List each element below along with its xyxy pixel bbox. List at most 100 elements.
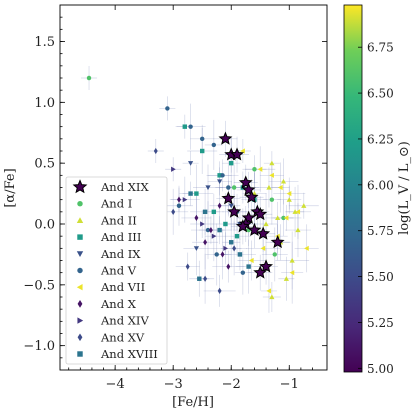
point-and-ii (292, 209, 298, 214)
point-and-xv (171, 208, 176, 215)
point-and-vii (277, 184, 283, 191)
y-axis-label: [α/Fe] (3, 168, 18, 207)
point-and-xviii (229, 240, 234, 245)
point-and-x (217, 202, 222, 209)
point-and-v (214, 252, 219, 257)
legend-marker-and-i (77, 200, 83, 207)
legend-label: And V (100, 264, 137, 278)
x-tick-label: −1 (280, 377, 299, 392)
y-tick-label: −1.0 (23, 339, 55, 354)
y-tick-label: 0.5 (34, 157, 55, 172)
point-and-xix (235, 219, 250, 233)
colorbar-tick-label: 5.25 (367, 316, 394, 330)
point-and-xix (253, 206, 268, 221)
point-and-i (281, 215, 286, 221)
point-and-x (203, 239, 208, 246)
point-and-v (165, 106, 170, 111)
point-and-iii (182, 124, 188, 129)
legend-label: And II (100, 213, 137, 227)
point-and-vii (304, 245, 309, 251)
legend-label: And XV (100, 330, 145, 344)
point-and-iii (194, 191, 199, 196)
point-and-i (231, 185, 237, 190)
point-and-xix (227, 204, 242, 218)
point-and-ii (286, 197, 292, 202)
point-and-v (199, 136, 205, 142)
point-and-xv (217, 287, 222, 295)
x-axis: −4 −3 −2 −1 (68, 5, 313, 392)
point-and-v (220, 173, 225, 178)
point-and-xiv (223, 245, 229, 251)
point-and-ii (263, 221, 269, 227)
point-and-xix (256, 226, 271, 240)
point-and-xv (232, 245, 237, 252)
point-and-vii (240, 148, 245, 154)
legend: And XIX And I And II And III And IX And V And … (65, 176, 168, 365)
point-and-v (211, 142, 217, 148)
x-tick-label: −2 (222, 377, 241, 392)
legend-marker-and-xiv (77, 317, 84, 324)
point-and-vii (295, 209, 301, 215)
point-and-xix (259, 259, 273, 273)
point-and-i (252, 167, 257, 172)
point-and-v (226, 185, 231, 190)
colorbar-tick-label: 5.75 (367, 224, 394, 238)
point-and-vii (283, 215, 289, 221)
point-and-iii (234, 233, 240, 239)
point-and-v (205, 227, 211, 233)
point-and-ii (301, 203, 307, 208)
y-tick-label: 1.5 (34, 35, 55, 50)
point-and-vii (266, 288, 272, 294)
point-and-xviii (202, 209, 208, 215)
point-and-vii (269, 172, 274, 178)
point-and-vii (289, 270, 295, 276)
colorbar-tick-label: 6.00 (367, 178, 394, 192)
point-and-x (220, 251, 225, 258)
y-axis: −1.0 −0.5 0.0 0.5 1.0 1.5 (23, 16, 327, 359)
legend-label: And VII (100, 280, 145, 294)
point-and-xiv (211, 233, 217, 239)
point-and-xv (203, 275, 208, 282)
y-tick-label: 0.0 (34, 218, 55, 233)
colorbar-gradient (343, 4, 363, 373)
point-and-x (208, 226, 213, 234)
point-and-ii (269, 294, 275, 300)
legend-label: And I (100, 197, 132, 211)
point-and-ii (295, 227, 301, 233)
colorbar-tick-label: 5.50 (367, 270, 394, 284)
legend-marker-and-xix (72, 179, 88, 194)
point-and-xiv (171, 166, 176, 172)
point-and-xviii (197, 276, 202, 281)
point-and-xv (153, 147, 158, 155)
point-and-xix (221, 191, 236, 205)
point-and-v (188, 124, 193, 129)
legend-label: And IX (100, 247, 141, 261)
point-and-xv (185, 263, 190, 270)
point-and-vii (248, 257, 254, 264)
point-and-x (194, 214, 199, 222)
legend-marker-and-xviii (77, 351, 83, 357)
point-and-xviii (188, 191, 193, 196)
point-and-vii (286, 190, 292, 197)
point-and-ix (193, 246, 200, 251)
y-tick-label: 1.0 (34, 96, 55, 111)
point-and-ii (283, 276, 289, 281)
point-and-ii (280, 178, 287, 184)
legend-marker-and-x (77, 300, 83, 308)
colorbar-tick-label: 5.00 (367, 362, 394, 376)
point-and-i (272, 252, 277, 257)
point-and-xiv (182, 197, 188, 203)
point-and-i (86, 75, 92, 81)
legend-marker-and-vii (76, 284, 83, 291)
legend-marker-and-v (77, 267, 83, 274)
colorbar-tick-label: 6.75 (367, 41, 394, 55)
x-tick-label: −4 (106, 377, 125, 392)
colorbar-tick-label: 6.25 (367, 132, 394, 146)
point-and-vii (257, 166, 263, 172)
point-and-xviii (237, 252, 243, 257)
point-and-ix (187, 161, 194, 166)
point-and-xix (244, 189, 259, 204)
colorbar-label: log(L_V / L_⊙) (397, 141, 412, 235)
point-and-xix (230, 147, 244, 161)
